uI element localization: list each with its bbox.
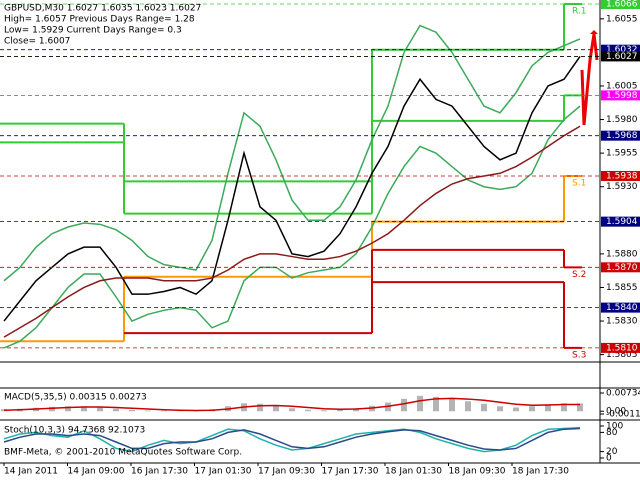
histogram-bar (305, 409, 311, 412)
histogram-bar (433, 396, 439, 412)
y-tick-label: 1.5855 (606, 283, 638, 293)
x-tick-label: 18 Jan 17:30 (512, 467, 569, 477)
histogram-bar (449, 398, 455, 412)
histogram-bar (513, 407, 519, 412)
series-line (3, 105, 581, 349)
price-tag-label: 1.5938 (606, 171, 638, 181)
histogram-bar (97, 407, 103, 412)
y-tick-label: 20 (606, 447, 618, 457)
price-tag (601, 130, 640, 141)
price-tag-label: 1.5968 (606, 131, 638, 141)
histogram-bar (417, 395, 423, 412)
indicator-label: Stoch(10,3,3) 94.7368 92.1073 (4, 426, 145, 436)
price-tag (601, 302, 640, 313)
histogram-bar (257, 403, 263, 412)
price-tag (601, 90, 640, 101)
y-tick-label: 0.00 (606, 407, 626, 417)
y-tick-label: 1.5980 (606, 115, 638, 125)
level-label: R.1 (572, 7, 587, 17)
x-tick-label: 17 Jan 01:30 (195, 467, 252, 477)
level-label: S.1 (572, 178, 586, 188)
price-tag (601, 0, 640, 10)
price-tag-label: 1.5810 (606, 343, 638, 353)
price-tag-label: 1.6066 (606, 0, 638, 10)
histogram-bar (113, 408, 119, 412)
x-tick-label: 16 Jan 17:30 (131, 467, 188, 477)
level-label: S.3 (572, 350, 586, 360)
histogram-bar (65, 406, 71, 412)
histogram-bar (273, 405, 279, 412)
histogram-bar (529, 406, 535, 412)
y-tick-label: 80 (606, 428, 618, 438)
series-line (3, 426, 581, 453)
symbol-info: Close= 1.6007 (4, 37, 70, 47)
series-line (3, 24, 581, 282)
y-tick-label: 1.5805 (606, 350, 638, 360)
price-tag-label: 1.5904 (606, 217, 638, 227)
y-tick-label: 1.5955 (606, 149, 638, 159)
y-tick-label: -0.00111 (606, 410, 640, 420)
histogram-bar (497, 406, 503, 412)
histogram-bar (321, 410, 327, 412)
x-tick-label: 14 Jan 2011 (4, 467, 58, 477)
symbol-info: Low= 1.5929 Current Days Range= 0.3 (4, 26, 182, 36)
y-tick-label: 1.5930 (606, 182, 638, 192)
level-label: S.2 (572, 270, 586, 280)
histogram-bar (145, 410, 151, 412)
y-tick-label: 100 (606, 422, 623, 432)
x-tick-label: 18 Jan 09:30 (449, 467, 506, 477)
histogram-bar (81, 406, 87, 412)
series-line (3, 427, 581, 451)
x-tick-label: 14 Jan 09:00 (68, 467, 125, 477)
histogram-bar (465, 401, 471, 412)
histogram-bar (481, 403, 487, 412)
price-tag-label: 1.5870 (606, 263, 638, 273)
histogram-bar (289, 408, 295, 412)
symbol-info: High= 1.6057 Previous Days Range= 1.28 (4, 15, 195, 25)
price-tag (601, 170, 640, 181)
y-tick-label: 1.5880 (606, 249, 638, 259)
price-tag (601, 342, 640, 353)
y-tick-label: 1.5830 (606, 317, 638, 327)
price-tag-label: 1.5998 (606, 91, 638, 101)
indicator-label: MACD(5,35,5) 0.00315 0.00273 (4, 393, 147, 403)
histogram-bar (129, 409, 135, 412)
price-tag-label: 1.6027 (606, 52, 638, 62)
price-tag-label: 1.6032 (606, 45, 638, 55)
symbol-info: GBPUSD,M30 1.6027 1.6035 1.6023 1.6027 (4, 4, 201, 14)
series-line (3, 397, 581, 412)
forecast-arrow (580, 33, 599, 126)
histogram-bar (337, 409, 343, 412)
price-tag (601, 51, 640, 62)
arrow-head (590, 30, 598, 34)
histogram-bar (545, 404, 551, 412)
histogram-bar (577, 403, 583, 412)
histogram-bar (401, 398, 407, 412)
y-tick-label: 1.6005 (606, 81, 638, 91)
x-tick-label: 17 Jan 09:30 (258, 467, 315, 477)
copyright: BMF-Meta, © 2001-2010 MetaQuotes Softwar… (4, 448, 242, 458)
x-tick-label: 18 Jan 01:30 (385, 467, 442, 477)
y-tick-label: 1.6055 (606, 14, 638, 24)
x-tick-label: 17 Jan 17:30 (322, 467, 379, 477)
price-tag (601, 216, 640, 227)
y-tick-label: 0.00734 (606, 389, 640, 399)
histogram-bar (561, 403, 567, 412)
price-tag (601, 44, 640, 55)
series-line (3, 55, 581, 322)
price-tag-label: 1.5840 (606, 303, 638, 313)
price-tag (601, 262, 640, 273)
y-tick-label: 0 (606, 454, 612, 464)
